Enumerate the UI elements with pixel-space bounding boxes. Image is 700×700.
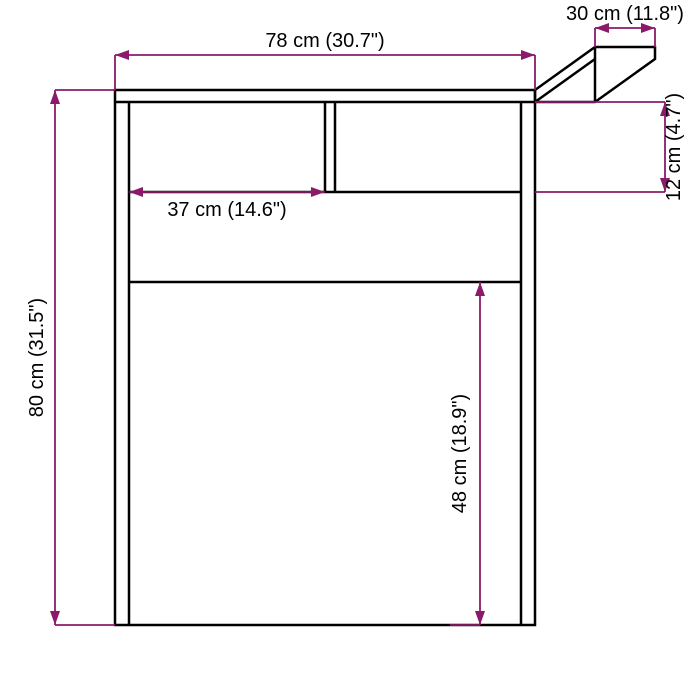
- furniture-drawing: [115, 47, 655, 625]
- dimensions: [50, 23, 670, 625]
- dim-cubby-37: 37 cm (14.6"): [167, 199, 286, 221]
- dim-height-80: 80 cm (31.5"): [26, 298, 48, 417]
- dim-leg-48: 48 cm (18.9"): [449, 394, 471, 513]
- dim-depth-30: 30 cm (11.8"): [566, 3, 684, 25]
- dim-shelf-12: 12 cm (4.7"): [663, 93, 685, 201]
- dim-width-78: 78 cm (30.7"): [265, 30, 384, 52]
